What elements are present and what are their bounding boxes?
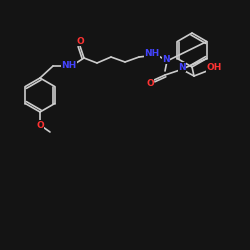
Text: N: N (162, 54, 170, 64)
Text: OH: OH (206, 64, 222, 72)
Text: NH: NH (62, 60, 76, 70)
Text: N: N (178, 62, 186, 72)
Text: O: O (146, 78, 154, 88)
Text: NH: NH (144, 50, 160, 58)
Text: O: O (36, 120, 44, 130)
Text: O: O (76, 36, 84, 46)
